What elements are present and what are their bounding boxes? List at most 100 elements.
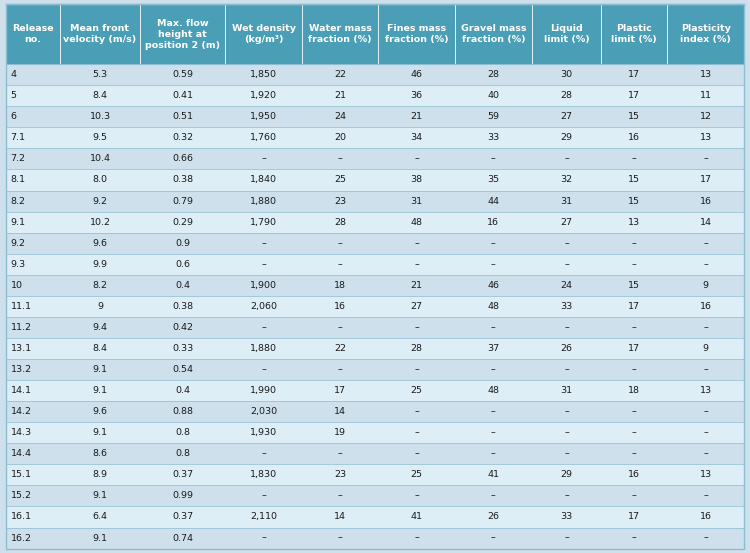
Text: 30: 30 bbox=[560, 70, 572, 79]
Text: 9.1: 9.1 bbox=[92, 534, 107, 542]
Text: –: – bbox=[491, 154, 496, 164]
Text: 0.66: 0.66 bbox=[172, 154, 194, 164]
Text: –: – bbox=[491, 365, 496, 374]
Text: –: – bbox=[261, 239, 266, 248]
Text: 31: 31 bbox=[560, 386, 572, 395]
Text: 2,030: 2,030 bbox=[250, 407, 278, 416]
Text: 16: 16 bbox=[700, 196, 712, 206]
Text: 17: 17 bbox=[628, 302, 640, 311]
Text: 25: 25 bbox=[411, 386, 423, 395]
Text: 48: 48 bbox=[411, 218, 423, 227]
Bar bbox=[6, 444, 744, 465]
Text: 1,880: 1,880 bbox=[250, 196, 277, 206]
Text: –: – bbox=[415, 323, 419, 332]
Text: 9.2: 9.2 bbox=[10, 239, 26, 248]
Text: –: – bbox=[491, 449, 496, 458]
Text: 1,830: 1,830 bbox=[250, 471, 278, 479]
Text: Gravel mass
fraction (%): Gravel mass fraction (%) bbox=[460, 24, 526, 44]
Text: 9.3: 9.3 bbox=[10, 260, 26, 269]
Text: 0.6: 0.6 bbox=[176, 260, 190, 269]
Text: 0.74: 0.74 bbox=[172, 534, 194, 542]
Text: 41: 41 bbox=[411, 513, 423, 521]
Text: 9.6: 9.6 bbox=[92, 239, 107, 248]
Text: 5.3: 5.3 bbox=[92, 70, 107, 79]
Text: 6.4: 6.4 bbox=[92, 513, 107, 521]
Text: –: – bbox=[704, 492, 708, 500]
Text: –: – bbox=[704, 154, 708, 164]
Text: 8.4: 8.4 bbox=[92, 344, 107, 353]
Text: –: – bbox=[338, 154, 343, 164]
Text: –: – bbox=[564, 260, 568, 269]
Text: –: – bbox=[632, 365, 637, 374]
Text: Mean front
velocity (m/s): Mean front velocity (m/s) bbox=[63, 24, 136, 44]
Text: 0.8: 0.8 bbox=[176, 449, 190, 458]
Text: 7.1: 7.1 bbox=[10, 133, 26, 142]
Bar bbox=[6, 212, 744, 233]
Text: –: – bbox=[632, 239, 637, 248]
Text: 8.0: 8.0 bbox=[92, 175, 107, 185]
Text: 26: 26 bbox=[488, 513, 500, 521]
Text: –: – bbox=[338, 260, 343, 269]
Text: –: – bbox=[491, 239, 496, 248]
Bar bbox=[6, 486, 744, 507]
Text: 2,110: 2,110 bbox=[250, 513, 277, 521]
Text: –: – bbox=[261, 323, 266, 332]
Text: 16.2: 16.2 bbox=[10, 534, 32, 542]
Text: 25: 25 bbox=[334, 175, 346, 185]
Text: 9.1: 9.1 bbox=[10, 218, 26, 227]
Text: 2,060: 2,060 bbox=[250, 302, 277, 311]
Text: 0.41: 0.41 bbox=[172, 91, 194, 100]
Text: 17: 17 bbox=[628, 70, 640, 79]
Text: 40: 40 bbox=[488, 91, 500, 100]
Text: 13.1: 13.1 bbox=[10, 344, 32, 353]
Text: Plasticity
index (%): Plasticity index (%) bbox=[680, 24, 731, 44]
Text: –: – bbox=[415, 534, 419, 542]
Text: –: – bbox=[415, 260, 419, 269]
Text: –: – bbox=[564, 534, 568, 542]
Text: –: – bbox=[632, 428, 637, 437]
Text: 20: 20 bbox=[334, 133, 346, 142]
Text: 10.3: 10.3 bbox=[89, 112, 110, 121]
Text: 16: 16 bbox=[628, 471, 640, 479]
Text: 1,930: 1,930 bbox=[250, 428, 278, 437]
Text: 18: 18 bbox=[628, 386, 640, 395]
Bar bbox=[6, 106, 744, 127]
Text: –: – bbox=[564, 449, 568, 458]
Text: 36: 36 bbox=[411, 91, 423, 100]
Text: 23: 23 bbox=[334, 471, 346, 479]
Text: –: – bbox=[704, 365, 708, 374]
Text: 1,880: 1,880 bbox=[250, 344, 277, 353]
Bar bbox=[6, 127, 744, 148]
Text: 0.99: 0.99 bbox=[172, 492, 194, 500]
Text: 48: 48 bbox=[488, 386, 500, 395]
Text: –: – bbox=[491, 428, 496, 437]
Text: 11: 11 bbox=[700, 91, 712, 100]
Text: 24: 24 bbox=[560, 281, 572, 290]
Text: 0.54: 0.54 bbox=[172, 365, 194, 374]
Text: 8.4: 8.4 bbox=[92, 91, 107, 100]
Text: –: – bbox=[491, 407, 496, 416]
Text: Water mass
fraction (%): Water mass fraction (%) bbox=[308, 24, 372, 44]
Text: 17: 17 bbox=[334, 386, 346, 395]
Text: 14.3: 14.3 bbox=[10, 428, 32, 437]
Text: 0.38: 0.38 bbox=[172, 175, 194, 185]
Text: 0.37: 0.37 bbox=[172, 471, 194, 479]
Text: 28: 28 bbox=[560, 91, 572, 100]
Text: 1,990: 1,990 bbox=[250, 386, 277, 395]
Text: –: – bbox=[338, 534, 343, 542]
Text: –: – bbox=[261, 449, 266, 458]
Text: 14: 14 bbox=[334, 513, 346, 521]
Text: 9: 9 bbox=[703, 344, 709, 353]
Text: 9.6: 9.6 bbox=[92, 407, 107, 416]
Bar bbox=[6, 169, 744, 191]
Text: 0.88: 0.88 bbox=[172, 407, 194, 416]
Bar bbox=[6, 401, 744, 422]
Text: 1,760: 1,760 bbox=[250, 133, 277, 142]
Text: –: – bbox=[261, 154, 266, 164]
Text: Max. flow
height at
position 2 (m): Max. flow height at position 2 (m) bbox=[145, 19, 220, 50]
Text: 14: 14 bbox=[700, 218, 712, 227]
Text: 1,790: 1,790 bbox=[250, 218, 277, 227]
Text: 1,850: 1,850 bbox=[250, 70, 277, 79]
Text: 44: 44 bbox=[488, 196, 500, 206]
Text: 17: 17 bbox=[628, 513, 640, 521]
